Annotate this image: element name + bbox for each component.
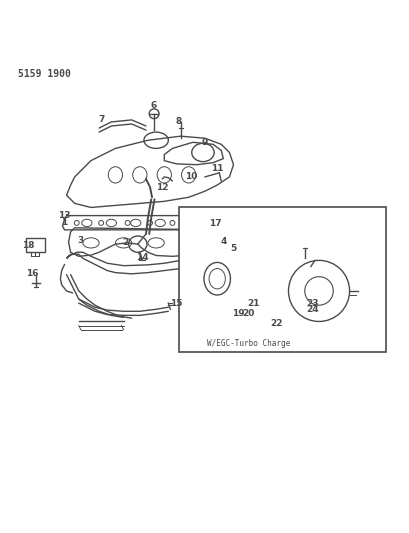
Text: 19: 19 [232,309,245,318]
Text: 14: 14 [135,253,148,262]
Text: 2: 2 [122,238,128,247]
Text: 9: 9 [201,138,208,147]
Text: 4: 4 [220,237,226,246]
Text: 11: 11 [211,164,223,173]
Text: 5: 5 [230,244,236,253]
Text: 23: 23 [306,298,318,308]
Bar [26,238,45,252]
Bar [178,207,385,352]
Text: 24: 24 [306,305,319,314]
Text: 12: 12 [155,183,168,191]
Text: 22: 22 [270,319,282,328]
Text: 13: 13 [58,211,71,220]
Text: 1: 1 [61,218,67,227]
Text: 5159 1900: 5159 1900 [18,69,70,79]
Text: 3: 3 [77,236,84,245]
Text: 20: 20 [242,309,254,318]
Text: 8: 8 [175,117,181,126]
Text: 16: 16 [26,269,38,278]
Text: 10: 10 [184,172,196,181]
Text: 21: 21 [246,298,258,308]
Text: W/EGC-Turbo Charge: W/EGC-Turbo Charge [207,339,290,348]
Text: 18: 18 [22,241,34,250]
Text: 6: 6 [151,101,157,110]
Text: 7: 7 [98,116,104,124]
Text: 17: 17 [208,219,221,228]
Text: 15: 15 [170,298,182,308]
